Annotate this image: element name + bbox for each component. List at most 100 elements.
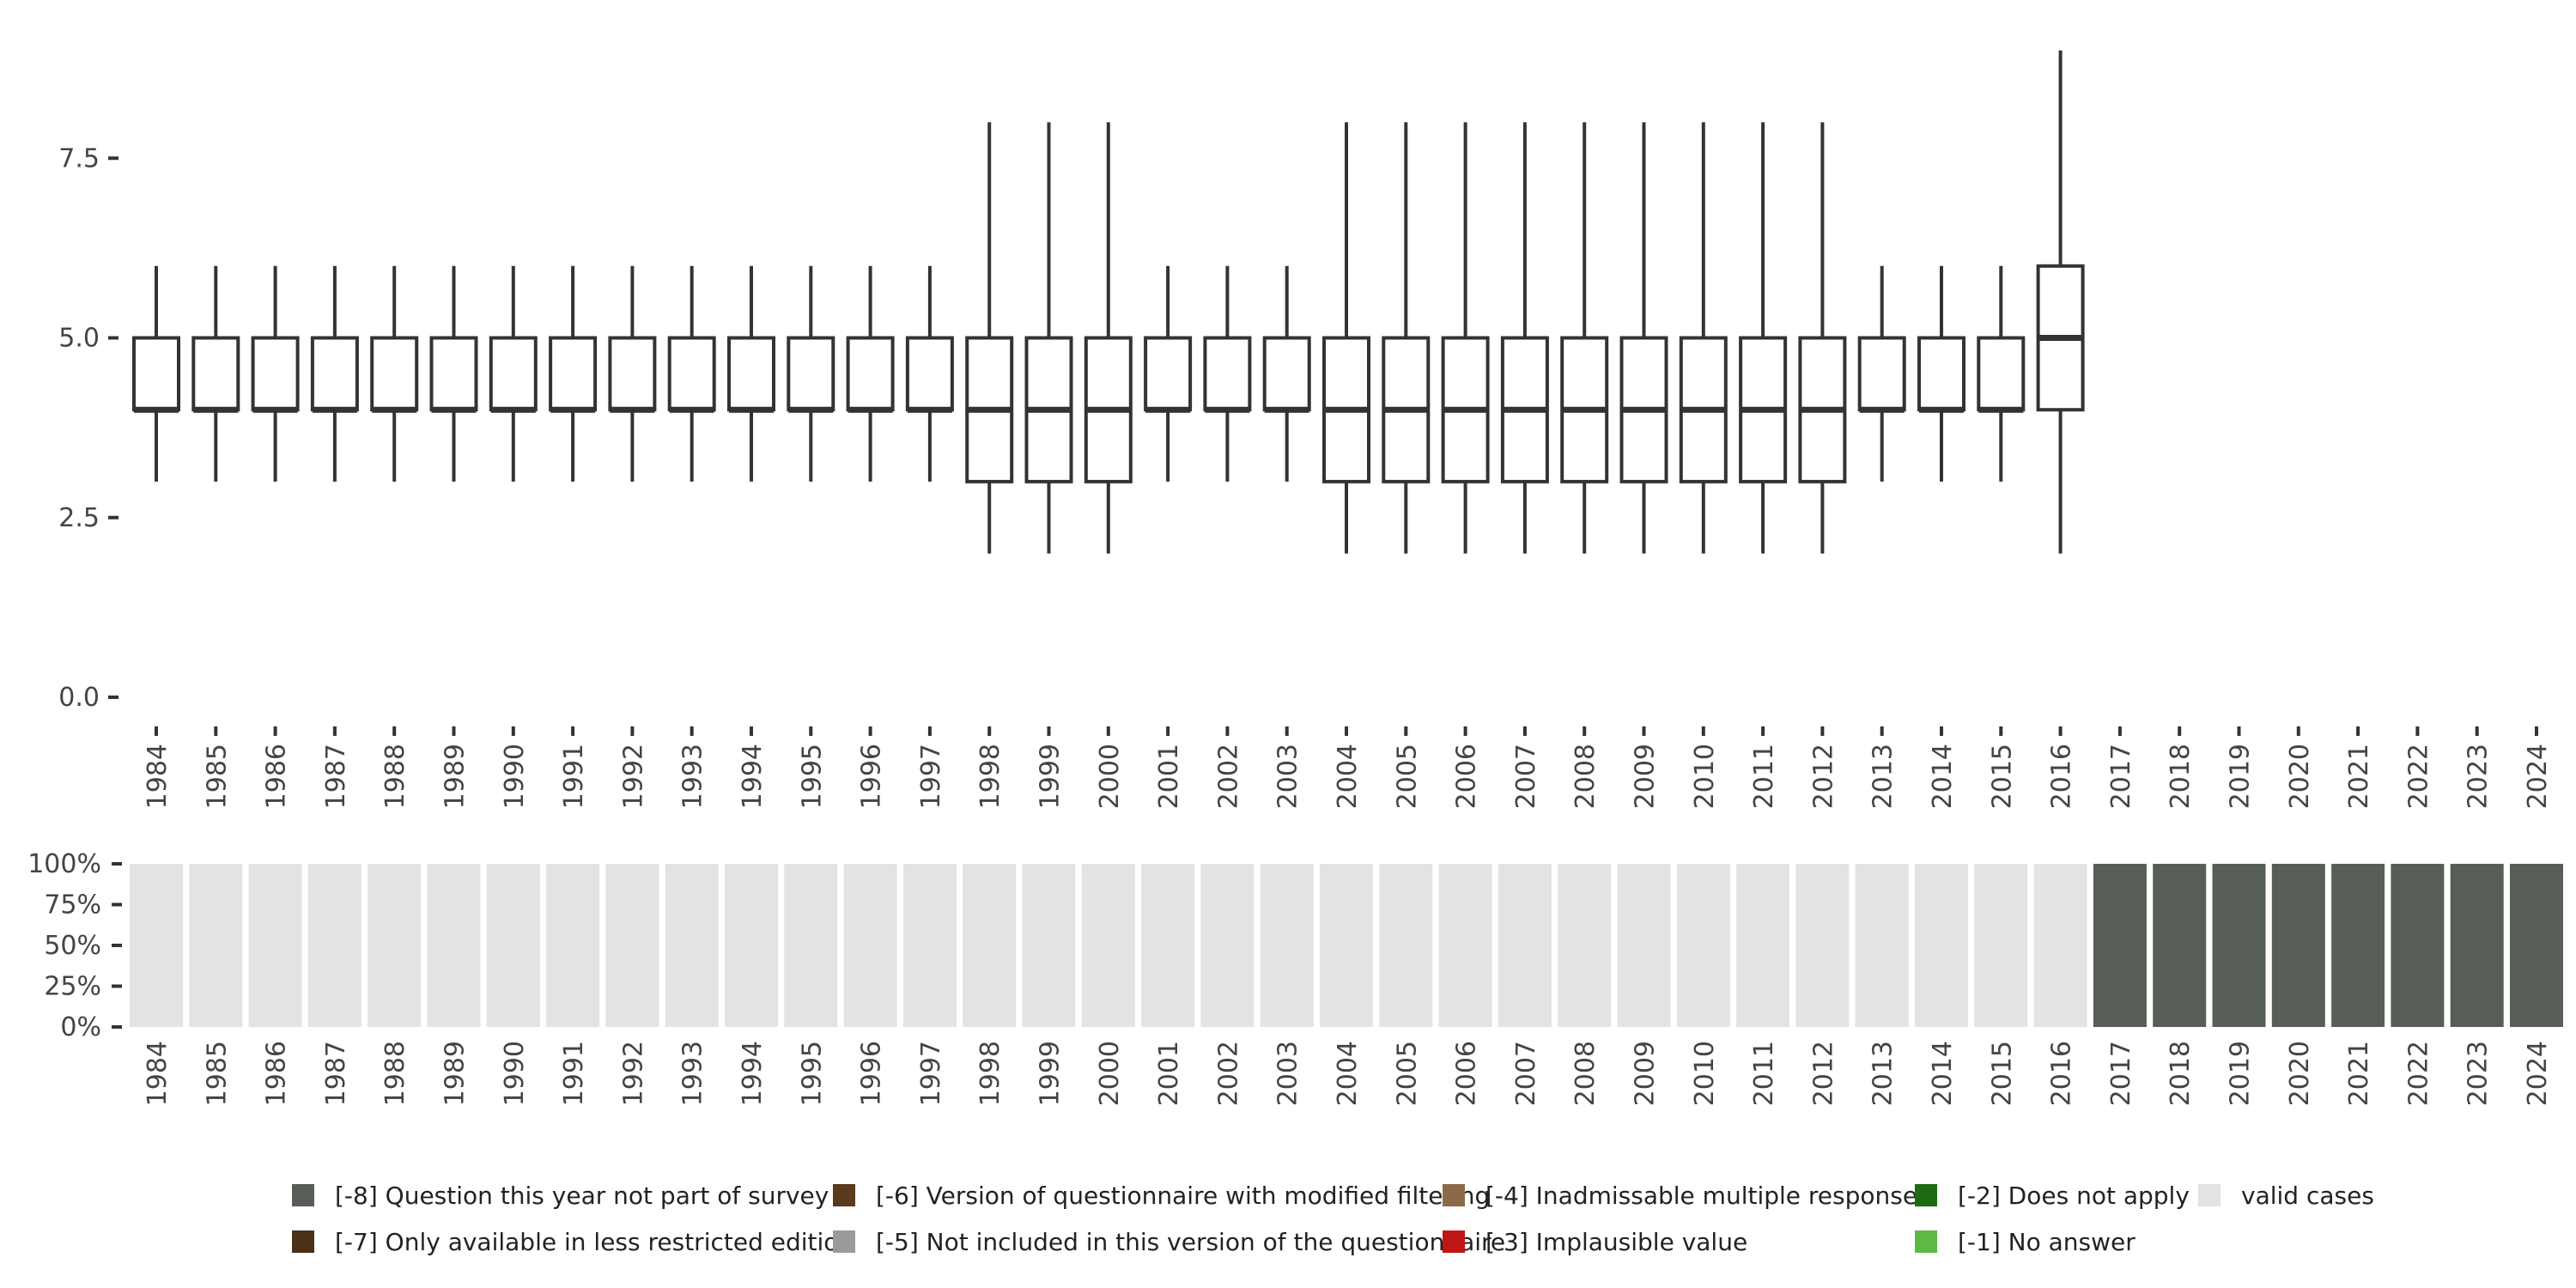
x-tick-label: 2008 [1571,1041,1601,1106]
box-1987 [310,265,359,482]
x-tick-label: 1995 [797,744,827,809]
legend-swatch [2198,1184,2221,1206]
legend-swatch [292,1230,314,1253]
box-body [489,336,538,412]
legend-item: valid cases [2198,1176,2456,1214]
legend-swatch [1443,1184,1465,1206]
x-tick-label: 2001 [1154,744,1184,809]
box-1988 [370,265,419,482]
bar-1985 [189,864,243,1027]
box-body [905,336,954,412]
y-tick-label: 5.0 [58,324,100,354]
box-body [132,336,180,412]
box-body [310,336,359,412]
bar-2002 [1200,864,1255,1027]
box-1991 [549,265,598,482]
legend-item: [-7] Only available in less restricted e… [292,1223,854,1261]
x-tick-label: 2019 [2226,1041,2256,1106]
x-tick-label: 1997 [916,1041,946,1106]
box-body [1977,336,2026,412]
bar-1996 [843,864,897,1027]
bar-2004 [1320,864,1373,1027]
legend-swatch [1443,1230,1465,1253]
legend-label: [-7] Only available in less restricted e… [335,1227,854,1256]
x-tick-label: 2022 [2403,744,2433,809]
x-tick-label: 2015 [1987,744,2017,809]
bar-1990 [486,864,540,1027]
box-2016 [2036,50,2085,554]
legend-label: [-4] Inadmissable multiple response [1485,1181,1918,1210]
bar-2001 [1141,864,1195,1027]
box-body [191,336,240,412]
x-tick-label: 2006 [1452,744,1482,809]
x-tick-label: 1987 [321,1041,351,1106]
box-1999 [1024,122,1073,554]
box-2011 [1739,122,1788,554]
box-2003 [1262,265,1311,482]
bar-2005 [1379,864,1433,1027]
x-tick-label: 2000 [1095,1041,1125,1106]
bar-2003 [1260,864,1314,1027]
x-tick-label: 2021 [2344,744,2374,809]
y-tick-label: 7.5 [58,143,100,173]
bar-2006 [1438,864,1492,1027]
legend-item: [-1] No answer [1915,1223,2198,1261]
x-tick-label: 1988 [380,744,410,809]
box-1990 [489,265,538,482]
legend-label: [-2] Does not apply [1958,1181,2190,1210]
legend-item: [-6] Version of questionnaire with modif… [833,1176,1490,1214]
bar-1993 [665,864,719,1027]
legend-label: [-6] Version of questionnaire with modif… [876,1181,1491,1210]
bar-2018 [2153,864,2207,1027]
bar-2020 [2271,864,2325,1027]
box-2015 [1977,265,2026,482]
bar-x-axis: 1984 1985 1986 1987 1988 1989 1990 1991 1992 1993… [143,1041,2553,1106]
box-2013 [1857,265,1906,482]
x-tick-label: 2024 [2523,744,2553,809]
x-tick-label: 2010 [1690,1041,1720,1106]
boxplot-panel: 0.0 2.5 5.0 7.5 [58,50,2085,713]
x-tick-label: 2002 [1213,744,1243,809]
box-2004 [1322,122,1370,554]
bar-2024 [2510,864,2563,1027]
box-2012 [1798,122,1847,554]
box-2010 [1679,122,1728,554]
x-tick-label: 2007 [1511,744,1541,809]
bar-2021 [2331,864,2385,1027]
bar-1992 [605,864,659,1027]
x-tick-label: 2013 [1868,1041,1899,1106]
box-body [370,336,419,412]
bar-2014 [1915,864,1968,1027]
box-2008 [1560,122,1609,554]
x-tick-label: 1993 [678,744,708,809]
legend-swatch [1915,1230,1937,1253]
box-body [1203,336,1252,412]
x-tick-label: 2002 [1213,1041,1243,1106]
bar-1997 [902,864,957,1027]
y-tick-label: 2.5 [58,503,100,533]
bar-2013 [1855,864,1909,1027]
legend-label: [-1] No answer [1958,1227,2136,1256]
x-tick-label: 1987 [321,744,351,809]
legend-label: [-3] Implausible value [1485,1227,1748,1256]
y-tick-label: 0.0 [58,683,100,713]
boxplot-x-axis: 1984 1985 1986 1987 1988 1989 1990 1991 1992 1993… [143,726,2553,809]
x-tick-label: 2014 [1928,1041,1958,1106]
x-tick-label: 1992 [618,744,648,809]
box-body [787,336,835,412]
bar-2023 [2450,864,2504,1027]
y-tick-label: 100% [27,849,101,879]
box-body [727,336,775,412]
x-tick-label: 2023 [2464,744,2494,809]
legend-swatch [1915,1184,1937,1206]
box-body [1917,336,1965,412]
x-tick-label: 2000 [1095,744,1125,809]
box-body [667,336,716,412]
box-body [1857,336,1906,412]
bar-2012 [1795,864,1850,1027]
bar-2015 [1974,864,2028,1027]
y-tick-label: 0% [60,1012,101,1042]
box-2009 [1619,122,1668,554]
x-tick-label: 1984 [143,744,173,809]
